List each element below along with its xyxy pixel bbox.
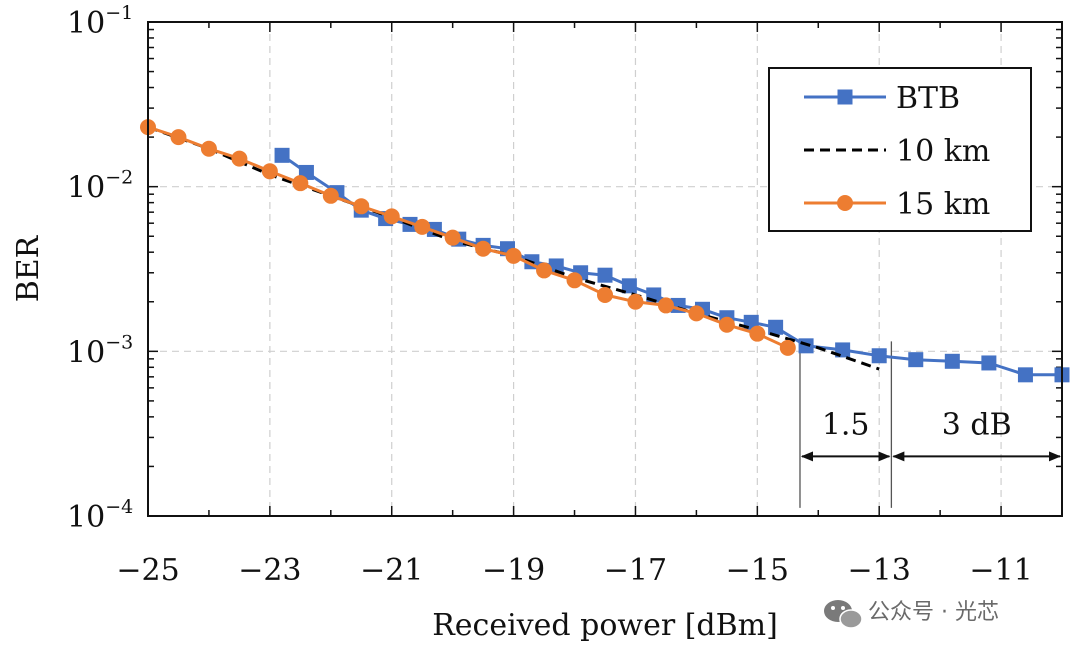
btb-marker	[944, 353, 960, 369]
btb-marker	[837, 89, 853, 105]
legend-label: 10 km	[896, 134, 990, 169]
btb-marker	[908, 352, 924, 368]
data-point	[444, 229, 461, 246]
annotation-label: 1.5	[822, 407, 870, 442]
y-tick-label: 10−3	[67, 331, 133, 370]
y-axis-title: BER	[11, 234, 46, 302]
btb-marker	[597, 267, 613, 283]
x-tick-label: −17	[604, 553, 667, 588]
data-point	[837, 195, 853, 211]
data-point	[779, 339, 796, 356]
plot-frame	[147, 21, 1063, 517]
data-point	[657, 297, 674, 314]
data-point	[170, 129, 187, 146]
data-point	[383, 208, 400, 225]
y-tick-label: 10−2	[67, 167, 133, 206]
y-axis: 10−1 10−2 10−3 10−4	[67, 2, 1062, 535]
x-tick-label: −23	[238, 553, 301, 588]
x-tick-label: −25	[116, 553, 179, 588]
btb-marker	[1017, 367, 1033, 383]
btb-marker	[981, 355, 997, 371]
data-point	[292, 175, 309, 192]
data-point	[353, 198, 370, 215]
data-point	[200, 140, 217, 157]
x-tick-label: −19	[482, 553, 545, 588]
legend-label: 15 km	[896, 187, 990, 222]
btb-marker	[621, 278, 637, 294]
series-layer	[140, 119, 1070, 383]
legend: BTB 10 km 15 km	[768, 67, 1032, 232]
btb-marker	[768, 319, 784, 335]
data-point	[414, 218, 431, 235]
y-tick-label: 10−4	[67, 496, 133, 535]
x-axis: −25 −23 −21 −19 −17 −15 −13 −11	[116, 22, 1063, 588]
x-axis-title: Received power [dBm]	[432, 608, 778, 643]
data-point	[749, 325, 766, 342]
wechat-icon	[824, 600, 863, 629]
data-point	[231, 150, 248, 167]
watermark-text: 公众号 · 光芯	[868, 600, 999, 625]
legend-label: BTB	[896, 81, 960, 116]
x-tick-label: −11	[969, 553, 1032, 588]
annotation-label: 3 dB	[942, 407, 1012, 442]
data-point	[718, 316, 735, 333]
data-point	[475, 240, 492, 257]
x-tick-label: −21	[360, 553, 423, 588]
watermark: 公众号 · 光芯	[824, 600, 999, 629]
data-point	[627, 293, 644, 310]
data-point	[688, 305, 705, 322]
x-tick-label: −13	[848, 553, 911, 588]
btb-marker	[871, 348, 887, 364]
data-point	[597, 286, 613, 303]
x-tick-label: −15	[726, 553, 789, 588]
data-point	[566, 272, 583, 289]
series-line	[147, 125, 789, 350]
data-point	[261, 163, 278, 180]
data-point	[536, 262, 553, 279]
btb-marker	[798, 338, 814, 354]
data-point	[505, 247, 522, 264]
btb-marker	[548, 258, 564, 274]
btb-marker	[274, 147, 290, 163]
y-tick-label: 10−1	[67, 2, 133, 41]
data-point	[322, 187, 339, 204]
